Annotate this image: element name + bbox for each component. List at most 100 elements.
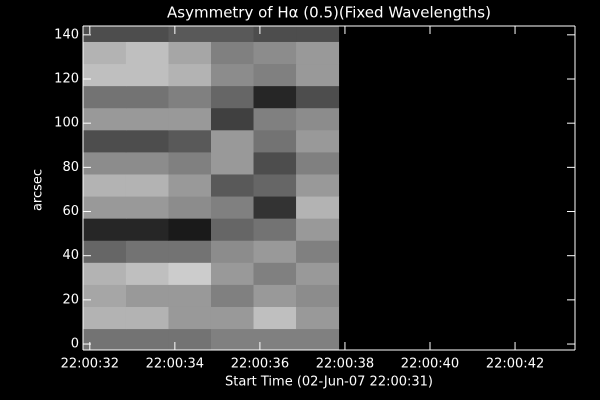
cell (83, 26, 127, 42)
cell (296, 196, 340, 219)
y-tick-label: 80 (62, 160, 79, 175)
cell (210, 306, 255, 330)
cell (83, 262, 127, 285)
cell (125, 262, 169, 285)
cell (253, 328, 297, 351)
cell (168, 129, 212, 153)
cell (253, 63, 297, 87)
x-axis-label: Start Time (02-Jun-07 22:00:31) (225, 375, 433, 390)
x-tick-label: 22:00:34 (146, 357, 204, 372)
cell (83, 173, 127, 197)
x-tick-label: 22:00:36 (231, 357, 289, 372)
cell (210, 240, 255, 263)
cell (296, 328, 340, 351)
x-tick-label: 22:00:38 (316, 357, 374, 372)
cell (296, 63, 340, 87)
cell (83, 85, 127, 109)
cell (210, 107, 255, 131)
cell (83, 218, 127, 241)
chart-title: Asymmetry of Hα (0.5)(Fixed Wavelengths) (167, 4, 491, 22)
cell (83, 63, 127, 87)
cell (168, 196, 212, 219)
cell (253, 41, 297, 65)
cell (83, 306, 127, 330)
cell (168, 85, 212, 109)
y-tick-label: 0 (71, 337, 79, 352)
cell (296, 173, 340, 197)
cell (210, 173, 255, 197)
y-tick-label: 140 (54, 27, 79, 42)
cell (253, 151, 297, 175)
cell (168, 26, 212, 42)
cell (168, 63, 212, 87)
cell (253, 240, 297, 263)
cell (168, 328, 212, 351)
cell (210, 41, 255, 65)
cell (296, 262, 340, 285)
cell (253, 107, 297, 131)
cell (168, 218, 212, 241)
cell (83, 151, 127, 175)
cell (253, 284, 297, 307)
cell (296, 306, 340, 330)
cell (83, 196, 127, 219)
cell (125, 151, 169, 175)
cell (83, 284, 127, 307)
cell (210, 328, 255, 351)
y-tick-label: 120 (54, 72, 79, 87)
cell (253, 173, 297, 197)
cell (210, 284, 255, 307)
cell (253, 85, 297, 109)
cell (125, 328, 169, 351)
cell (296, 284, 340, 307)
y-tick-label: 20 (62, 292, 79, 307)
x-tick-label: 22:00:42 (486, 357, 544, 372)
cell (125, 196, 169, 219)
cell (125, 173, 169, 197)
cell (168, 107, 212, 131)
cell (168, 284, 212, 307)
cell (296, 129, 340, 153)
cell (253, 26, 297, 42)
cell (253, 262, 297, 285)
cell (83, 129, 127, 153)
cell (210, 218, 255, 241)
cell (210, 196, 255, 219)
cell (83, 107, 127, 131)
cell (296, 85, 340, 109)
cell (210, 151, 255, 175)
cell (296, 41, 340, 65)
cell (296, 218, 340, 241)
cell (253, 218, 297, 241)
y-tick-label: 100 (54, 116, 79, 131)
cell (125, 218, 169, 241)
cell (210, 26, 255, 42)
cell (296, 151, 340, 175)
cell (125, 240, 169, 263)
cell (296, 240, 340, 263)
cell (296, 26, 340, 42)
cell (253, 129, 297, 153)
y-axis-label: arcsec (31, 169, 46, 211)
cell (83, 240, 127, 263)
cell (253, 306, 297, 330)
cell (253, 196, 297, 219)
cell (168, 262, 212, 285)
cell (125, 107, 169, 131)
x-tick-label: 22:00:32 (61, 357, 119, 372)
cell (125, 26, 169, 42)
y-tick-label: 40 (62, 248, 79, 263)
image (83, 26, 340, 351)
cell (168, 151, 212, 175)
cell (168, 240, 212, 263)
cell (210, 63, 255, 87)
y-tick-label: 60 (62, 204, 79, 219)
x-tick-label: 22:00:40 (401, 357, 459, 372)
cell (125, 284, 169, 307)
cell (125, 85, 169, 109)
cell (125, 41, 169, 65)
cell (125, 129, 169, 153)
cell (168, 41, 212, 65)
cell (168, 173, 212, 197)
